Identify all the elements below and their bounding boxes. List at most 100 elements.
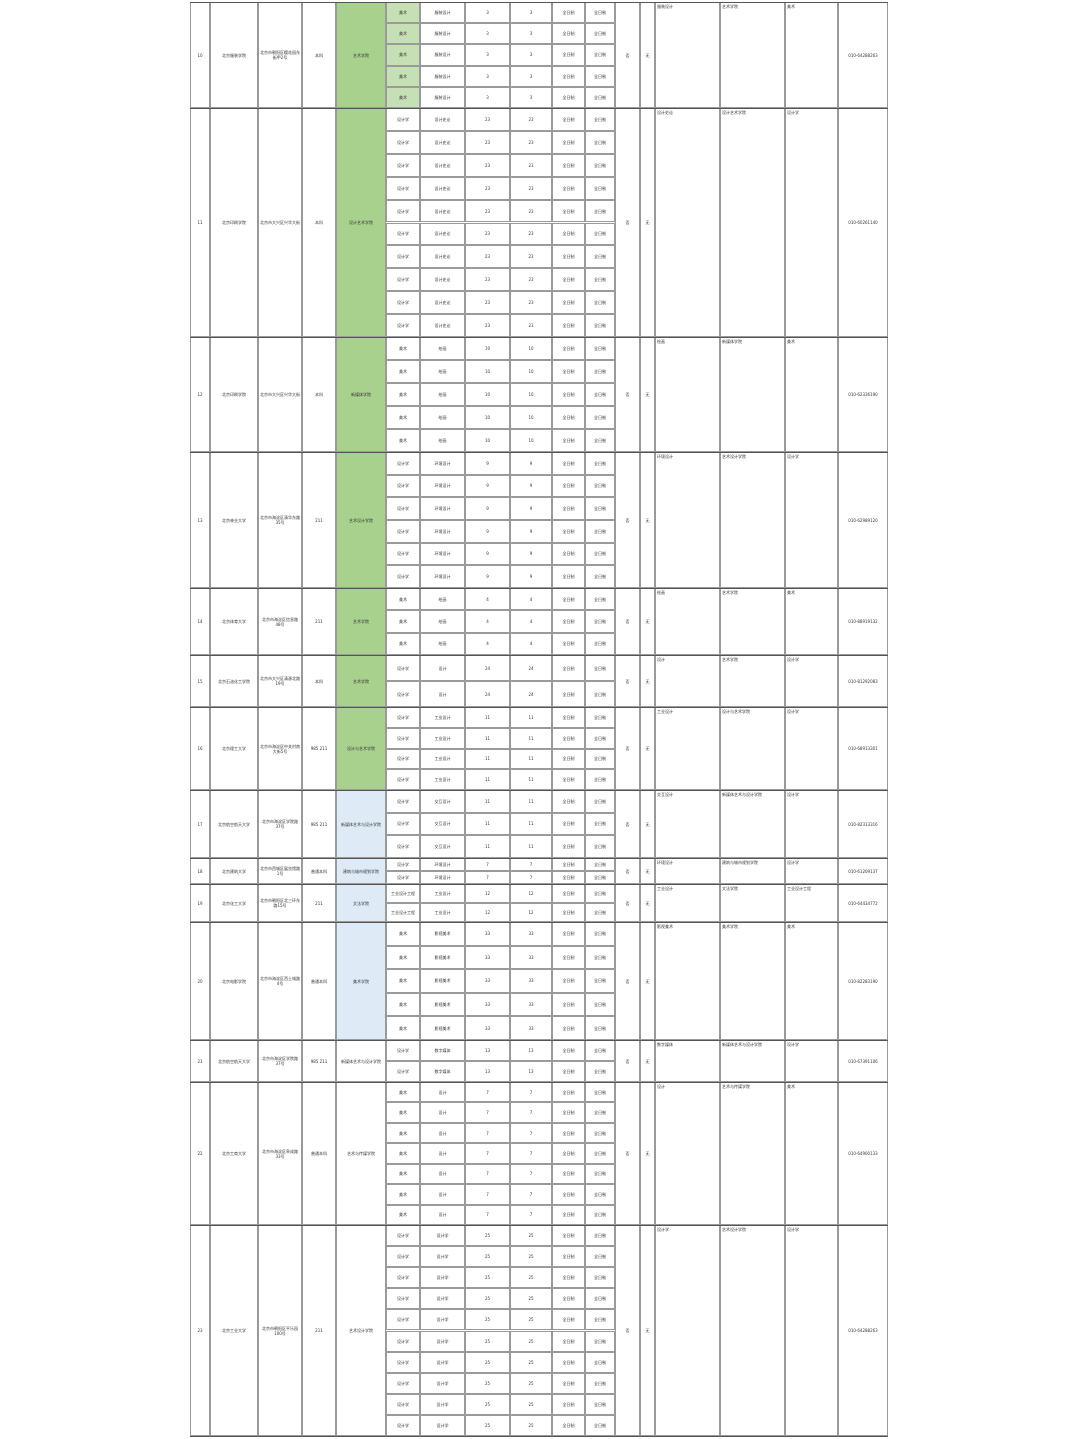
limit-flag: 无 <box>640 655 655 707</box>
tuition-flag: 否 <box>615 1225 640 1436</box>
retest-content: 设计艺术学院 <box>720 108 785 337</box>
reference-books: 设计学 <box>785 1040 838 1082</box>
row-separator <box>190 108 888 109</box>
tuition-flag: 否 <box>615 1040 640 1082</box>
major-name: 美术 <box>386 1204 420 1225</box>
study-type: 全日制 <box>585 452 615 475</box>
study-type: 全日制 <box>585 1082 615 1103</box>
study-mode: 全日制 <box>552 969 585 993</box>
study-mode: 全日制 <box>552 727 585 749</box>
major-name: 设计学 <box>386 176 420 200</box>
exam-subjects: 设计史论 <box>655 108 720 337</box>
enroll-number: 9 <box>465 452 510 475</box>
study-mode: 全日制 <box>552 268 585 292</box>
study-mode: 全日制 <box>552 871 585 884</box>
contact-phone: 010-60261140 <box>838 108 888 337</box>
reference-books: 设计学 <box>785 655 838 707</box>
enroll-number: 13 <box>465 1061 510 1082</box>
push-number: 23 <box>510 314 552 337</box>
enroll-number: 10 <box>465 383 510 406</box>
reference-books: 工业设计工程 <box>785 884 838 922</box>
exam-subjects: 工业设计 <box>655 707 720 790</box>
study-mode: 全日制 <box>552 153 585 177</box>
push-number: 7 <box>510 1184 552 1205</box>
row-separator <box>190 707 888 708</box>
school-level: 普通本科 <box>302 858 336 884</box>
study-mode: 全日制 <box>552 86 585 108</box>
push-number: 23 <box>510 268 552 292</box>
tuition-flag: 否 <box>615 2 640 108</box>
college-name: 艺术学院 <box>336 588 386 655</box>
major-name: 设计学 <box>386 1414 420 1436</box>
study-mode: 全日制 <box>552 1393 585 1415</box>
study-mode: 全日制 <box>552 903 585 922</box>
row-number: 22 <box>190 1082 210 1225</box>
exam-subjects: 设计学 <box>655 1225 720 1436</box>
study-mode: 全日制 <box>552 406 585 429</box>
enroll-number: 4 <box>465 632 510 655</box>
major-name: 设计学 <box>386 1040 420 1061</box>
research-direction: 绘画 <box>420 360 465 383</box>
study-type: 全日制 <box>585 1330 615 1352</box>
research-direction: 设计 <box>420 1102 465 1123</box>
push-number: 9 <box>510 542 552 566</box>
push-number: 33 <box>510 992 552 1017</box>
major-name: 美术 <box>386 992 420 1017</box>
research-direction: 工业设计 <box>420 748 465 770</box>
school-address: 北京市大兴区兴华大街 <box>258 337 302 452</box>
study-type: 全日制 <box>585 681 615 707</box>
study-type: 全日制 <box>585 632 615 655</box>
major-name: 设计学 <box>386 268 420 292</box>
enroll-number: 3 <box>465 65 510 87</box>
limit-flag: 无 <box>640 452 655 588</box>
research-direction: 交互设计 <box>420 790 465 813</box>
research-direction: 影视美术 <box>420 945 465 970</box>
contact-phone: 010-61209137 <box>838 858 888 884</box>
push-number: 23 <box>510 176 552 200</box>
study-type: 全日制 <box>585 790 615 813</box>
enroll-number: 25 <box>465 1288 510 1310</box>
study-type: 全日制 <box>585 1351 615 1373</box>
school-level: 985 211 <box>302 707 336 790</box>
row-separator <box>190 452 888 453</box>
enroll-number: 7 <box>465 871 510 884</box>
study-mode: 全日制 <box>552 1102 585 1123</box>
study-type: 全日制 <box>585 1122 615 1144</box>
research-direction: 设计学 <box>420 1414 465 1436</box>
push-number: 11 <box>510 748 552 770</box>
school-name: 北京理工大学 <box>210 707 258 790</box>
enroll-number: 25 <box>465 1225 510 1247</box>
research-direction: 设计学 <box>420 1267 465 1289</box>
study-type: 全日制 <box>585 474 615 498</box>
school-address: 北京市海淀区中关村南大街5号 <box>258 707 302 790</box>
study-type: 全日制 <box>585 992 615 1017</box>
enroll-number: 25 <box>465 1267 510 1289</box>
study-mode: 全日制 <box>552 1414 585 1436</box>
research-direction: 设计史论 <box>420 222 465 246</box>
major-name: 设计学 <box>386 748 420 770</box>
school-level: 211 <box>302 588 336 655</box>
retest-content: 艺术设计学院 <box>720 1225 785 1436</box>
study-type: 全日制 <box>585 945 615 970</box>
enroll-number: 13 <box>465 1040 510 1061</box>
study-mode: 全日制 <box>552 1204 585 1225</box>
enroll-number: 33 <box>465 1016 510 1040</box>
contact-phone: 010-62989120 <box>838 452 888 588</box>
study-type: 全日制 <box>585 2 615 24</box>
major-name: 设计学 <box>386 681 420 707</box>
major-name: 美术 <box>386 383 420 406</box>
study-type: 全日制 <box>585 1309 615 1331</box>
row-separator <box>190 655 888 656</box>
study-mode: 全日制 <box>552 681 585 707</box>
enroll-number: 7 <box>465 1143 510 1164</box>
push-number: 12 <box>510 884 552 903</box>
research-direction: 交互设计 <box>420 835 465 858</box>
major-name: 工业设计工程 <box>386 903 420 922</box>
school-level: 普通本科 <box>302 922 336 1040</box>
major-name: 美术 <box>386 337 420 360</box>
enroll-number: 9 <box>465 542 510 566</box>
major-name: 工业设计工程 <box>386 884 420 903</box>
reference-books: 美术 <box>785 588 838 655</box>
major-name: 美术 <box>386 922 420 946</box>
exam-subjects: 交互设计 <box>655 790 720 858</box>
